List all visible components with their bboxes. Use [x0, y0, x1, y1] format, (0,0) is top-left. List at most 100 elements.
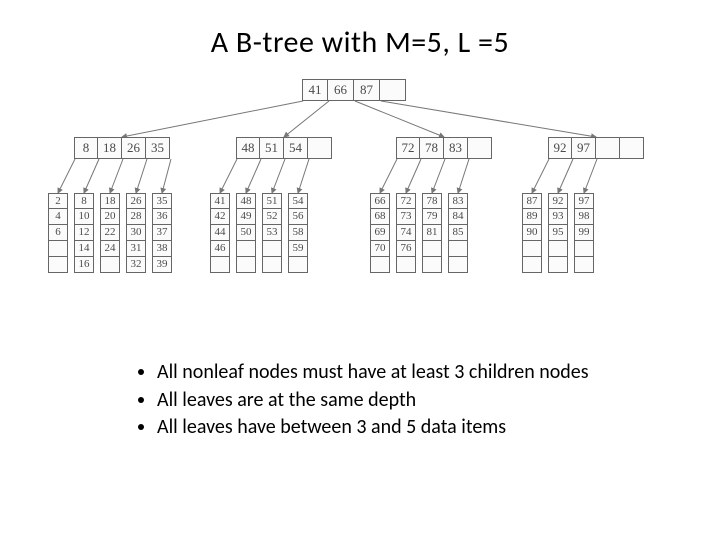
- key-cell: 92: [548, 137, 572, 159]
- key-cell: 35: [146, 137, 170, 159]
- leaf-cell: 46: [210, 241, 230, 257]
- leaf-cell: 53: [262, 225, 282, 241]
- leaf-cell: 97: [574, 193, 594, 209]
- leaf-cell: 58: [288, 225, 308, 241]
- leaf-cell: [262, 241, 282, 257]
- leaf-cell: 68: [370, 209, 390, 225]
- key-cell: 78: [420, 137, 444, 159]
- leaf-cell: [396, 257, 416, 273]
- leaf-cell: 85: [448, 225, 468, 241]
- key-cell: 87: [354, 79, 380, 101]
- leaf-cell: 14: [74, 241, 94, 257]
- leaf-cell: [422, 241, 442, 257]
- leaf-cell: 69: [370, 225, 390, 241]
- leaf-cell: 70: [370, 241, 390, 257]
- leaf-node-14: 929395: [548, 193, 568, 273]
- leaf-cell: 18: [100, 193, 120, 209]
- leaf-cell: [422, 257, 442, 273]
- leaf-cell: 56: [288, 209, 308, 225]
- leaf-cell: 81: [422, 225, 442, 241]
- leaf-cell: [288, 257, 308, 273]
- leaf-cell: 2: [48, 193, 68, 209]
- leaf-node-10: 72737476: [396, 193, 416, 273]
- key-cell: [596, 137, 620, 159]
- root-node: 416687: [302, 79, 406, 101]
- bullet-item: All nonleaf nodes must have at least 3 c…: [157, 360, 605, 386]
- leaf-cell: 73: [396, 209, 416, 225]
- key-cell: 8: [74, 137, 98, 159]
- key-cell: 83: [444, 137, 468, 159]
- leaf-cell: [548, 241, 568, 257]
- leaf-cell: 84: [448, 209, 468, 225]
- key-cell: 66: [328, 79, 354, 101]
- leaf-cell: 44: [210, 225, 230, 241]
- leaf-cell: 30: [126, 225, 146, 241]
- key-cell: 54: [284, 137, 308, 159]
- key-cell: 48: [236, 137, 260, 159]
- leaf-cell: 98: [574, 209, 594, 225]
- leaf-cell: [100, 257, 120, 273]
- leaf-cell: [448, 257, 468, 273]
- leaf-cell: [574, 257, 594, 273]
- leaf-node-6: 484950: [236, 193, 256, 273]
- leaf-cell: [236, 241, 256, 257]
- page-title: A B-tree with M=5, L =5: [0, 0, 720, 61]
- key-cell: [380, 79, 406, 101]
- btree-diagram: 4166878182635485154727883929724681012141…: [0, 79, 720, 309]
- leaf-node-2: 18202224: [100, 193, 120, 273]
- leaf-cell: 35: [152, 193, 172, 209]
- leaf-node-5: 41424446: [210, 193, 230, 273]
- key-cell: 18: [98, 137, 122, 159]
- internal-node-3: 9297: [548, 137, 644, 159]
- leaf-cell: 51: [262, 193, 282, 209]
- leaf-cell: 4: [48, 209, 68, 225]
- internal-node-2: 727883: [396, 137, 492, 159]
- key-cell: 72: [396, 137, 420, 159]
- leaf-cell: [236, 257, 256, 273]
- leaf-node-15: 979899: [574, 193, 594, 273]
- leaf-cell: 42: [210, 209, 230, 225]
- leaf-cell: 79: [422, 209, 442, 225]
- leaf-node-13: 878990: [522, 193, 542, 273]
- key-cell: 26: [122, 137, 146, 159]
- leaf-cell: [262, 257, 282, 273]
- leaf-cell: 24: [100, 241, 120, 257]
- leaf-cell: 37: [152, 225, 172, 241]
- key-cell: 51: [260, 137, 284, 159]
- leaf-cell: [48, 241, 68, 257]
- leaf-cell: 59: [288, 241, 308, 257]
- leaf-cell: 66: [370, 193, 390, 209]
- leaf-cell: 6: [48, 225, 68, 241]
- leaf-cell: 22: [100, 225, 120, 241]
- leaf-cell: 83: [448, 193, 468, 209]
- leaf-cell: 49: [236, 209, 256, 225]
- leaf-cell: 92: [548, 193, 568, 209]
- leaf-node-12: 838485: [448, 193, 468, 273]
- leaf-cell: [522, 257, 542, 273]
- leaf-cell: 10: [74, 209, 94, 225]
- leaf-cell: 26: [126, 193, 146, 209]
- leaf-cell: 87: [522, 193, 542, 209]
- bullet-item: All leaves are at the same depth: [157, 388, 605, 414]
- leaf-cell: 90: [522, 225, 542, 241]
- leaf-cell: 89: [522, 209, 542, 225]
- key-cell: [620, 137, 644, 159]
- leaf-cell: 31: [126, 241, 146, 257]
- internal-node-1: 485154: [236, 137, 332, 159]
- leaf-cell: [574, 241, 594, 257]
- leaf-node-11: 787981: [422, 193, 442, 273]
- leaf-cell: [448, 241, 468, 257]
- bullet-item: All leaves have between 3 and 5 data ite…: [157, 415, 605, 441]
- leaf-cell: 74: [396, 225, 416, 241]
- leaf-cell: 95: [548, 225, 568, 241]
- leaf-cell: [210, 257, 230, 273]
- leaf-cell: 99: [574, 225, 594, 241]
- leaf-cell: 38: [152, 241, 172, 257]
- leaf-cell: 20: [100, 209, 120, 225]
- leaf-cell: 93: [548, 209, 568, 225]
- leaf-cell: 50: [236, 225, 256, 241]
- leaf-cell: 52: [262, 209, 282, 225]
- leaf-cell: 48: [236, 193, 256, 209]
- leaf-cell: [370, 257, 390, 273]
- leaf-cell: [548, 257, 568, 273]
